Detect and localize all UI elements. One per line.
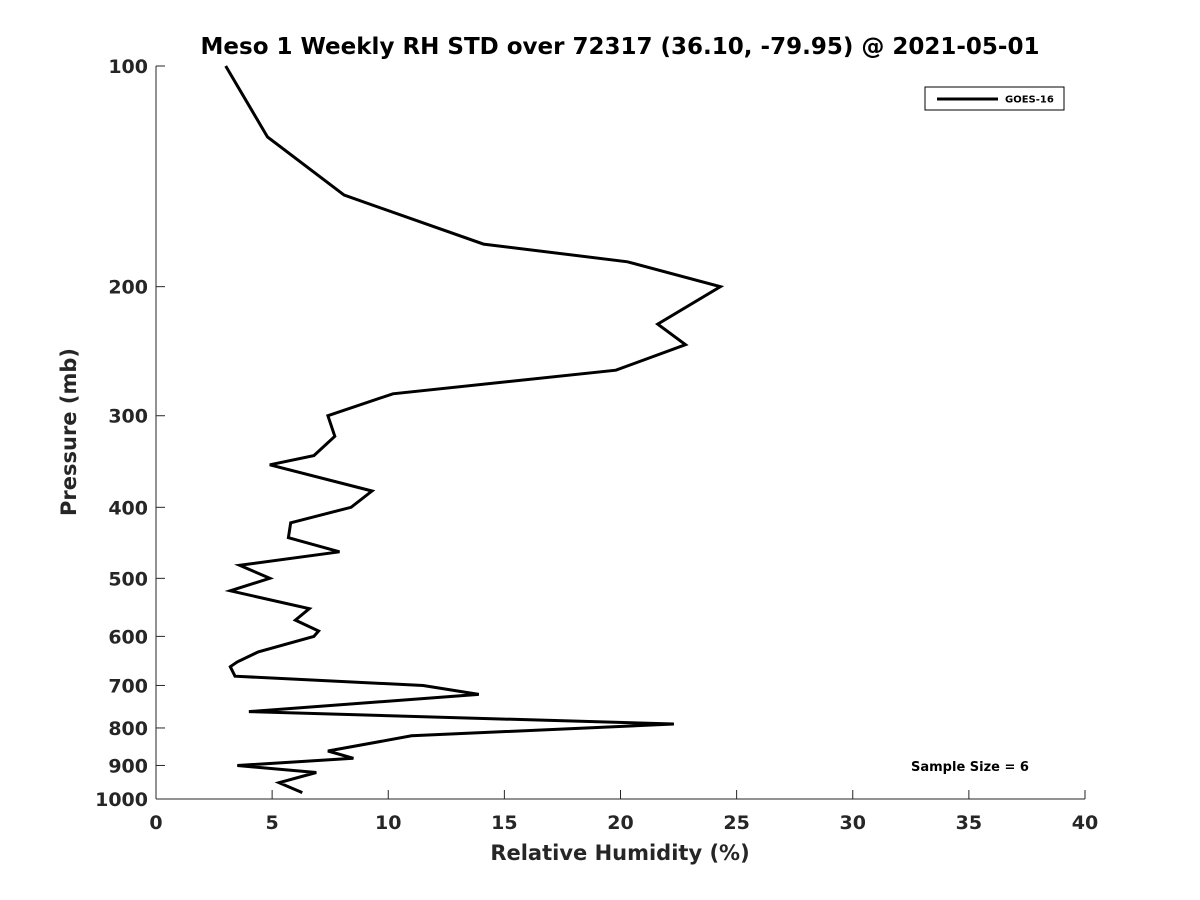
y-axis-ticks: 100 200 300 400 500 600 700 800 900 1000 bbox=[95, 56, 165, 811]
y-tick-label: 600 bbox=[108, 626, 148, 648]
x-tick-label: 40 bbox=[1072, 812, 1098, 834]
x-tick-label: 5 bbox=[266, 812, 279, 834]
x-axis-title: Relative Humidity (%) bbox=[490, 841, 749, 865]
y-tick-label: 200 bbox=[108, 277, 148, 299]
x-tick-label: 0 bbox=[149, 812, 162, 834]
x-tick-label: 30 bbox=[840, 812, 866, 834]
legend-label-goes-16: GOES-16 bbox=[1005, 95, 1054, 106]
x-tick-label: 15 bbox=[491, 812, 517, 834]
y-tick-label: 100 bbox=[108, 56, 148, 78]
y-axis-title: Pressure (mb) bbox=[57, 348, 81, 516]
y-tick-label: 1000 bbox=[95, 789, 148, 811]
legend: GOES-16 bbox=[924, 86, 1065, 111]
series-line-goes-16 bbox=[224, 65, 725, 794]
y-tick-label: 800 bbox=[108, 718, 148, 740]
sample-size-annotation: Sample Size = 6 bbox=[911, 760, 1029, 775]
x-tick-label: 20 bbox=[607, 812, 633, 834]
x-tick-label: 25 bbox=[723, 812, 749, 834]
y-tick-label: 900 bbox=[108, 755, 148, 777]
y-tick-label: 300 bbox=[108, 406, 148, 428]
x-tick-label: 10 bbox=[375, 812, 401, 834]
y-tick-label: 400 bbox=[108, 497, 148, 519]
axes bbox=[155, 66, 1085, 800]
y-tick-label: 500 bbox=[108, 568, 148, 590]
x-axis-ticks: 0 5 10 15 20 25 30 35 40 bbox=[149, 790, 1098, 834]
series-layer bbox=[224, 65, 725, 794]
chart-title: Meso 1 Weekly RH STD over 72317 (36.10, … bbox=[201, 34, 1040, 60]
y-tick-label: 700 bbox=[108, 675, 148, 697]
x-tick-label: 35 bbox=[956, 812, 982, 834]
